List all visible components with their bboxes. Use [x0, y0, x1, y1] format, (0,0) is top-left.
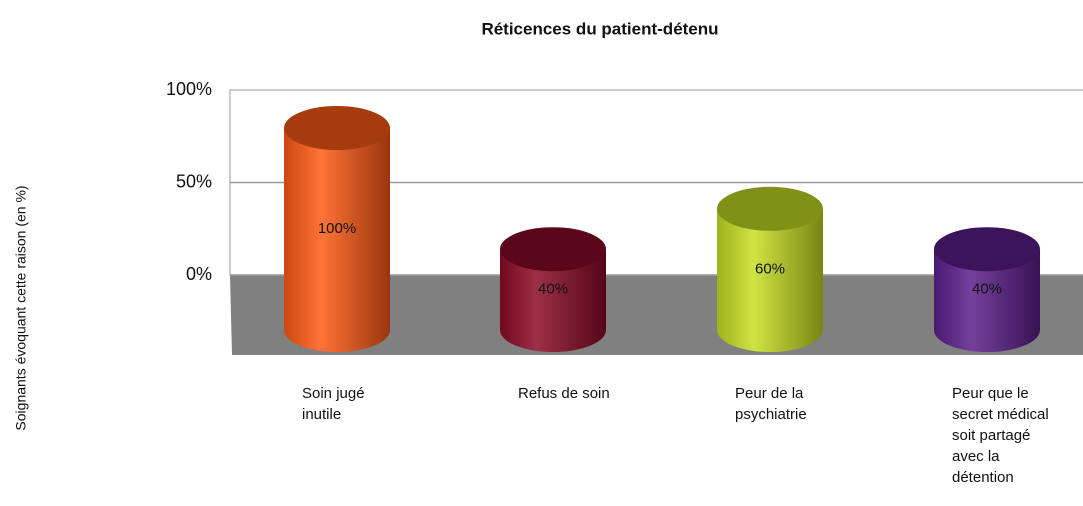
- bar-top: [717, 186, 823, 231]
- data-label: 40%: [972, 281, 1002, 298]
- y-axis-label: Soignants évoquant cette raison (en %): [13, 185, 29, 430]
- y-tick-label: 50%: [176, 171, 212, 191]
- data-label: 100%: [318, 220, 356, 237]
- bar: [934, 249, 1040, 352]
- x-tick-label: Soin jugé inutile: [302, 385, 365, 423]
- bar-top: [284, 106, 390, 150]
- x-tick-label: Refus de soin: [518, 385, 610, 402]
- chart-title: Réticences du patient-détenu: [481, 19, 718, 38]
- bar: [717, 208, 823, 352]
- y-tick-label: 0%: [186, 264, 212, 284]
- data-label: 40%: [538, 281, 568, 298]
- x-tick-label: Peur que le secret médical soit partagé …: [952, 385, 1049, 486]
- bar: [284, 128, 390, 352]
- bar-top: [500, 227, 606, 272]
- bar-top: [934, 227, 1040, 272]
- bar: [500, 249, 606, 352]
- x-tick-label: Peur de la psychiatrie: [735, 385, 807, 423]
- floor: [230, 275, 1083, 355]
- y-tick-label: 100%: [166, 79, 212, 99]
- data-label: 60%: [755, 260, 785, 277]
